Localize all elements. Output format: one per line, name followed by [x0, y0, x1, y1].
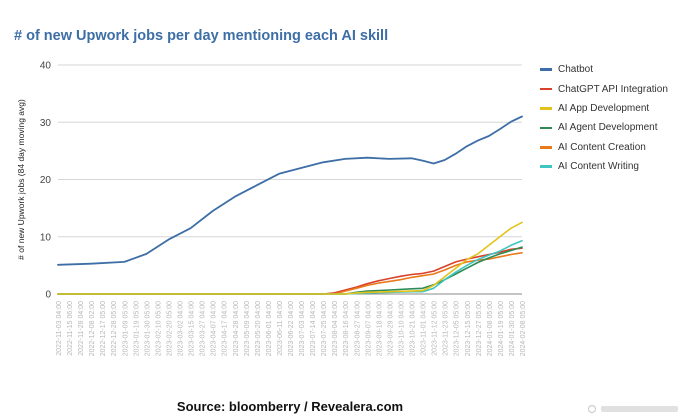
legend-swatch-ai-agent-development: [540, 126, 552, 130]
x-tick-label: 2023-12-27 05:00: [476, 301, 483, 356]
x-tick-label: 2023-05-20 04:00: [255, 301, 262, 356]
x-tick-label: 2023-02-10 05:00: [155, 301, 162, 356]
x-tick-label: 2023-07-25 04:00: [321, 301, 328, 356]
x-tick-label: 2023-12-15 05:00: [465, 301, 472, 356]
y-tick-label: 20: [40, 175, 52, 186]
legend-swatch-chatgpt-api-integration: [540, 87, 552, 91]
legend-item-ai-content-writing: AI Content Writing: [540, 157, 668, 176]
x-tick-label: 2023-04-07 04:00: [211, 301, 218, 356]
x-tick-label: 2023-10-21 04:00: [410, 301, 417, 356]
legend-label-ai-content-writing: AI Content Writing: [558, 161, 639, 173]
watermark-logo-icon: [588, 405, 596, 413]
legend-label-ai-content-creation: AI Content Creation: [558, 141, 646, 153]
x-tick-label: 2023-04-28 04:00: [233, 301, 240, 356]
x-tick-label: 2023-07-14 04:00: [310, 301, 317, 356]
x-tick-label: 2023-05-09 04:00: [244, 301, 251, 356]
x-tick-label: 2023-08-04 04:00: [332, 301, 339, 356]
x-tick-label: 2023-01-30 05:00: [144, 301, 151, 356]
legend-label-ai-app-development: AI App Development: [558, 102, 650, 114]
y-tick-label: 0: [45, 290, 51, 301]
x-tick-label: 2023-11-12 05:00: [432, 301, 439, 356]
x-tick-label: 2024-02-08 05:00: [520, 301, 527, 356]
y-tick-label: 10: [40, 232, 52, 243]
x-tick-label: 2023-06-11 04:00: [277, 301, 284, 356]
chart-title: # of new Upwork jobs per day mentioning …: [14, 28, 389, 44]
x-tick-label: 2023-01-09 05:00: [122, 301, 129, 356]
x-tick-label: 2023-01-19 05:00: [133, 301, 140, 356]
legend-item-chatgpt-api-integration: ChatGPT API Integration: [540, 79, 668, 98]
x-tick-label: 2023-09-07 04:00: [365, 301, 372, 356]
x-tick-label: 2023-12-05 05:00: [454, 301, 461, 356]
legend: Chatbot ChatGPT API Integration AI App D…: [540, 60, 668, 176]
x-tick-label: 2024-01-08 05:00: [487, 301, 494, 356]
legend-item-ai-content-creation: AI Content Creation: [540, 138, 668, 157]
series-line-chatgpt-api-integration: [57, 247, 523, 295]
x-tick-label: 2023-03-27 04:00: [200, 301, 207, 356]
x-tick-label: 2023-11-01 04:00: [421, 301, 428, 356]
series-line-ai-agent-development: [57, 246, 523, 295]
legend-label-chatbot: Chatbot: [558, 64, 594, 76]
x-tick-label: 2022-11-15 06:00: [67, 301, 74, 356]
x-tick-label: 2022-12-17 05:00: [100, 301, 107, 356]
x-tick-label: 2023-09-29 04:00: [387, 301, 394, 356]
x-tick-label: 2023-03-02 04:00: [178, 301, 185, 356]
x-tick-label: 2023-07-03 04:00: [299, 301, 306, 356]
legend-swatch-ai-content-creation: [540, 146, 552, 149]
legend-item-chatbot: Chatbot: [540, 60, 668, 79]
y-axis-label: # of new Upwork jobs (84 day moving avg): [16, 99, 26, 260]
x-tick-label: 2023-04-17 04:00: [222, 301, 229, 356]
legend-item-ai-app-development: AI App Development: [540, 99, 668, 118]
x-tick-label: 2023-06-01 04:00: [266, 301, 273, 356]
legend-item-ai-agent-development: AI Agent Development: [540, 118, 668, 137]
y-tick-label: 30: [40, 118, 52, 129]
watermark-text-blur: [601, 406, 678, 412]
y-tick-label: 40: [40, 61, 52, 72]
x-tick-label: 2024-01-19 05:00: [498, 301, 505, 356]
x-tick-label: 2023-02-20 05:00: [166, 301, 173, 356]
x-tick-label: 2024-01-30 05:00: [509, 301, 516, 356]
legend-label-ai-agent-development: AI Agent Development: [558, 122, 658, 134]
x-tick-label: 2023-03-15 04:00: [189, 301, 196, 356]
x-tick-label: 2023-11-23 05:00: [443, 301, 450, 356]
legend-swatch-ai-app-development: [540, 107, 552, 110]
x-tick-label: 2022-12-08 02:00: [89, 301, 96, 356]
series-line-chatbot: [57, 115, 523, 266]
x-tick-label: 2023-06-22 04:00: [288, 301, 295, 356]
legend-swatch-ai-content-writing: [540, 165, 552, 168]
x-tick-label: 2023-09-18 04:00: [376, 301, 383, 356]
x-tick-label: 2022-11-03 04:00: [56, 301, 63, 356]
x-tick-label: 2023-08-16 04:00: [343, 301, 350, 356]
source-note: Source: bloomberry / Revealera.com: [176, 399, 404, 414]
x-tick-label: 2023-08-27 04:00: [354, 301, 361, 356]
x-tick-label: 2023-10-10 04:00: [398, 301, 405, 356]
x-tick-label: 2022-12-28 05:00: [111, 301, 118, 356]
watermark: [588, 404, 678, 414]
x-tick-label: 2022-11-28 04:00: [78, 301, 85, 356]
legend-label-chatgpt-api-integration: ChatGPT API Integration: [558, 83, 668, 95]
series-line-ai-app-development: [57, 221, 523, 295]
series-line-ai-content-creation: [57, 252, 523, 295]
legend-swatch-chatbot: [540, 68, 552, 71]
